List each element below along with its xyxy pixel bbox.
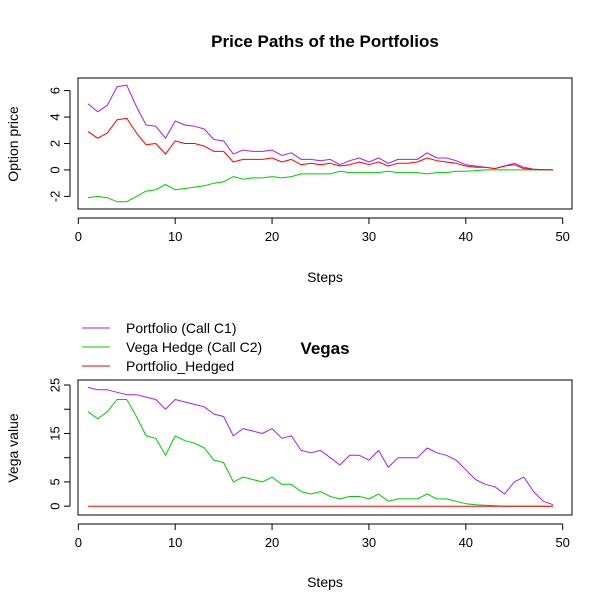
price-paths-y-tick-label: 4 bbox=[47, 113, 62, 120]
price-paths-y-tick-label: -2 bbox=[47, 191, 62, 203]
price-paths-x-label: Steps bbox=[307, 269, 343, 285]
price-paths-x-axis: 0 10 20 30 40 50 bbox=[75, 217, 570, 244]
vegas-y-tick-label: 0 bbox=[47, 503, 62, 510]
vegas-x-tick-label: 10 bbox=[168, 535, 182, 550]
vegas-plot-frame bbox=[77, 379, 573, 516]
price-paths-y-tick-label: 0 bbox=[47, 166, 62, 173]
price-paths-y-axis: -2 0 2 4 6 bbox=[47, 87, 71, 203]
price-paths-y-tick-label: 6 bbox=[47, 87, 62, 94]
vegas-x-tick-label: 50 bbox=[555, 535, 569, 550]
price-paths-x-tick-label: 40 bbox=[459, 229, 473, 244]
vegas-x-tick-label: 40 bbox=[459, 535, 473, 550]
price-paths-series-line-2 bbox=[87, 169, 553, 203]
vegas-y-tick-label: 15 bbox=[47, 426, 62, 440]
price-paths-series-line-3 bbox=[87, 117, 554, 171]
price-paths-title: Price Paths of the Portfolios bbox=[211, 32, 439, 51]
price-paths-x-tick-label: 30 bbox=[362, 229, 376, 244]
vegas-series-group bbox=[87, 386, 554, 507]
legend-label: Portfolio (Call C1) bbox=[126, 320, 236, 336]
price-paths-series-group bbox=[87, 84, 554, 203]
price-paths-y-label: Option price bbox=[5, 106, 21, 182]
vegas-y-label: Vega value bbox=[5, 413, 21, 482]
vegas-x-tick-label: 30 bbox=[362, 535, 376, 550]
vegas-panel: Vegas 0 10 20 30 40 50 0 5 15 25 Steps Vega valu… bbox=[5, 339, 573, 590]
vegas-y-tick-label: 25 bbox=[47, 378, 62, 392]
vegas-x-label: Steps bbox=[307, 574, 343, 590]
price-paths-x-tick-label: 20 bbox=[265, 229, 279, 244]
vegas-y-tick-label: 5 bbox=[47, 478, 62, 485]
price-paths-series-line-1 bbox=[87, 84, 554, 171]
vegas-x-axis: 0 10 20 30 40 50 bbox=[75, 523, 570, 550]
legend-label: Portfolio_Hedged bbox=[126, 358, 234, 374]
price-paths-y-tick-label: 2 bbox=[47, 140, 62, 147]
price-paths-panel: Price Paths of the Portfolios 0 10 20 30 40 5… bbox=[5, 32, 573, 285]
legend-label: Vega Hedge (Call C2) bbox=[126, 339, 262, 355]
price-paths-plot-frame bbox=[77, 77, 573, 210]
price-paths-x-tick-label: 50 bbox=[555, 229, 569, 244]
vegas-title: Vegas bbox=[300, 339, 349, 358]
price-paths-x-tick-label: 0 bbox=[75, 229, 82, 244]
vegas-y-axis: 0 5 15 25 bbox=[47, 378, 71, 510]
legend: Portfolio (Call C1) Vega Hedge (Call C2) P… bbox=[82, 320, 262, 374]
vegas-x-tick-label: 0 bbox=[75, 535, 82, 550]
vegas-series-line-2 bbox=[87, 399, 553, 507]
price-paths-x-tick-label: 10 bbox=[168, 229, 182, 244]
vegas-x-tick-label: 20 bbox=[265, 535, 279, 550]
vegas-series-line-1 bbox=[87, 386, 554, 506]
